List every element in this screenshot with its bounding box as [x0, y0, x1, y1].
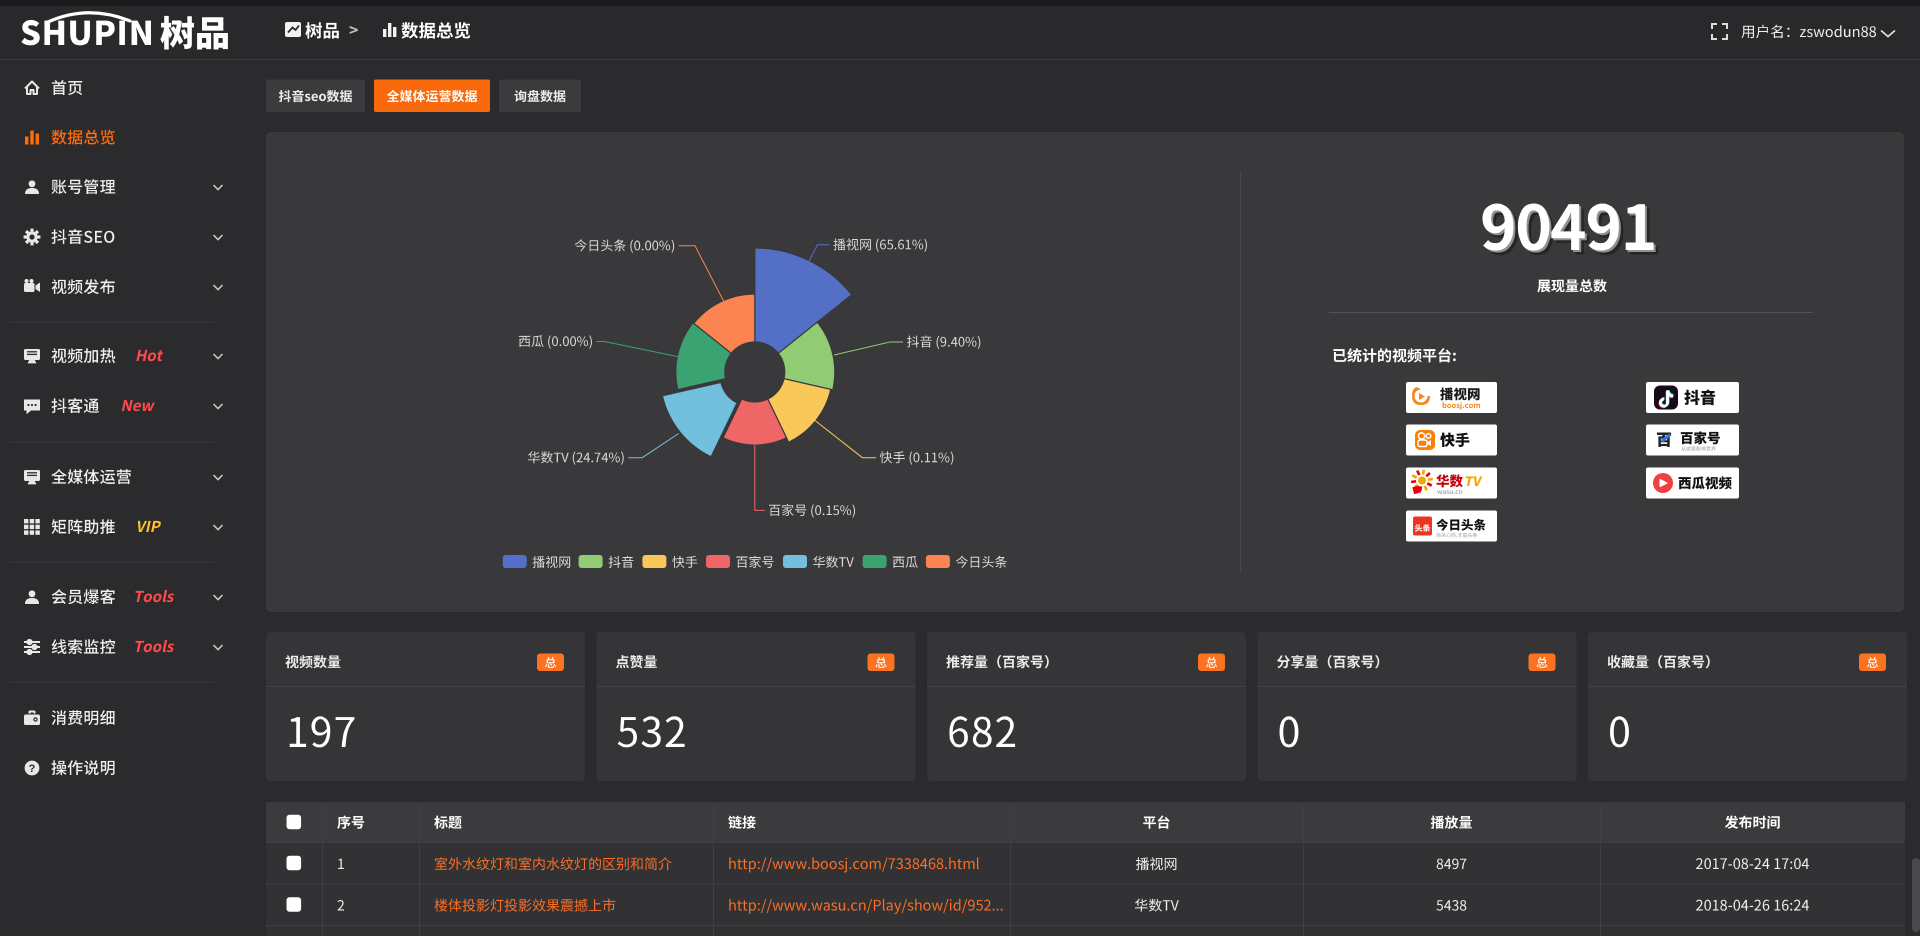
svg-text:?: ?: [29, 763, 36, 775]
